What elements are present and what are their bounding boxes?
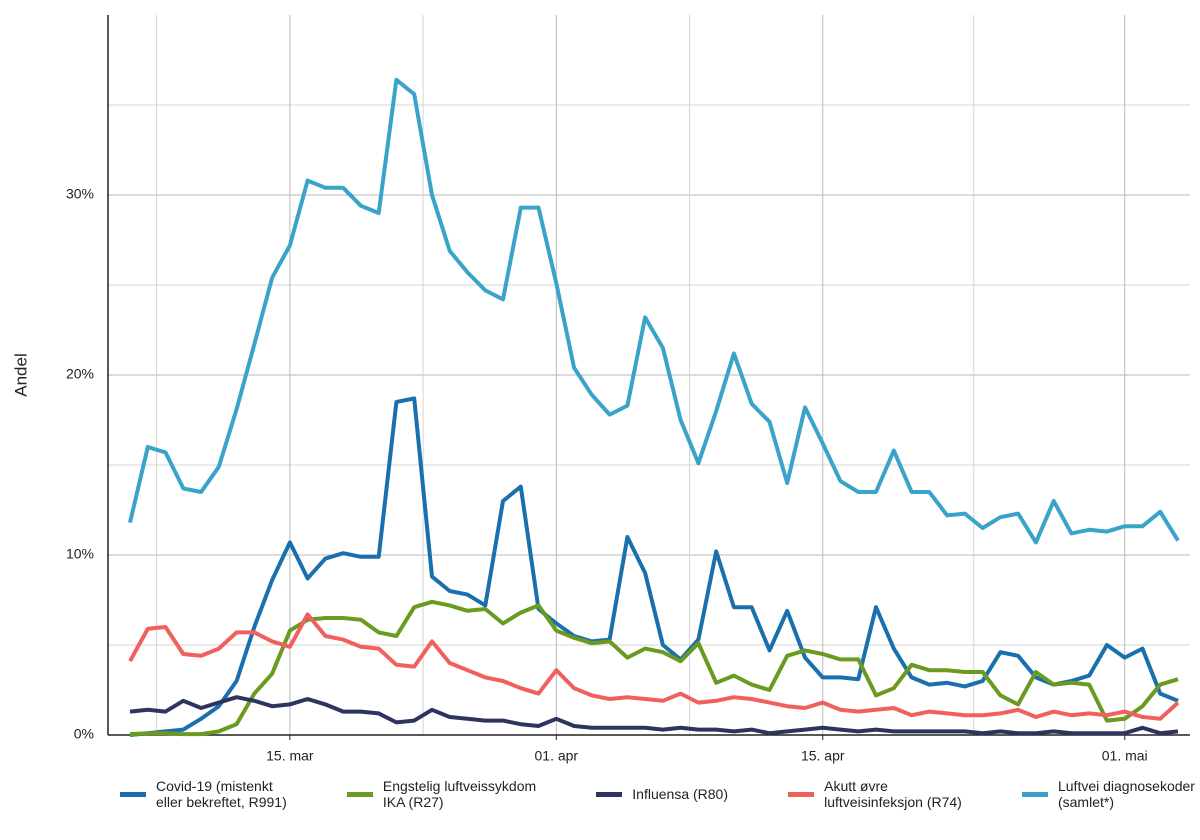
legend-label: Covid-19 (mistenkt eller bekreftet, R991… [156,778,287,810]
legend-item: Influensa (R80) [596,786,728,802]
x-tick-label: 15. mar [266,748,314,764]
legend-swatch [596,791,623,797]
legend-label: Influensa (R80) [632,786,728,802]
series-line [129,396,1179,737]
legend: Covid-19 (mistenkt eller bekreftet, R991… [120,778,1195,810]
x-tick-label: 01. apr [535,748,579,764]
legend-swatch [788,791,815,797]
x-tick-label: 15. apr [801,748,845,764]
y-tick-label: 0% [74,726,94,742]
series-line [129,599,1179,737]
y-tick-label: 30% [66,186,94,202]
y-axis-label: Andel [11,353,30,396]
series-line [128,77,1180,545]
y-tick-label: 10% [66,546,94,562]
legend-swatch [120,791,146,797]
legend-swatch [346,791,373,797]
legend-item: Luftvei diagnosekoder (samlet*) [1021,778,1195,810]
chart: Andel 0% 10% 20% 30% 15. mar 01. apr 15. apr 01… [11,15,1190,764]
legend-label: Engstelig luftveissykdom IKA (R27) [382,778,537,810]
series-line [129,695,1179,736]
series-line [128,612,1180,721]
legend-swatch [1021,791,1048,797]
legend-item: Akutt øvre luftveisinfeksjon (R74) [788,778,962,810]
legend-item: Covid-19 (mistenkt eller bekreftet, R991… [120,778,287,810]
x-tick-label: 01. mai [1102,748,1148,764]
legend-label: Luftvei diagnosekoder (samlet*) [1057,778,1195,810]
y-tick-label: 20% [66,366,94,382]
legend-item: Engstelig luftveissykdom IKA (R27) [346,778,537,810]
legend-label: Akutt øvre luftveisinfeksjon (R74) [824,778,962,810]
